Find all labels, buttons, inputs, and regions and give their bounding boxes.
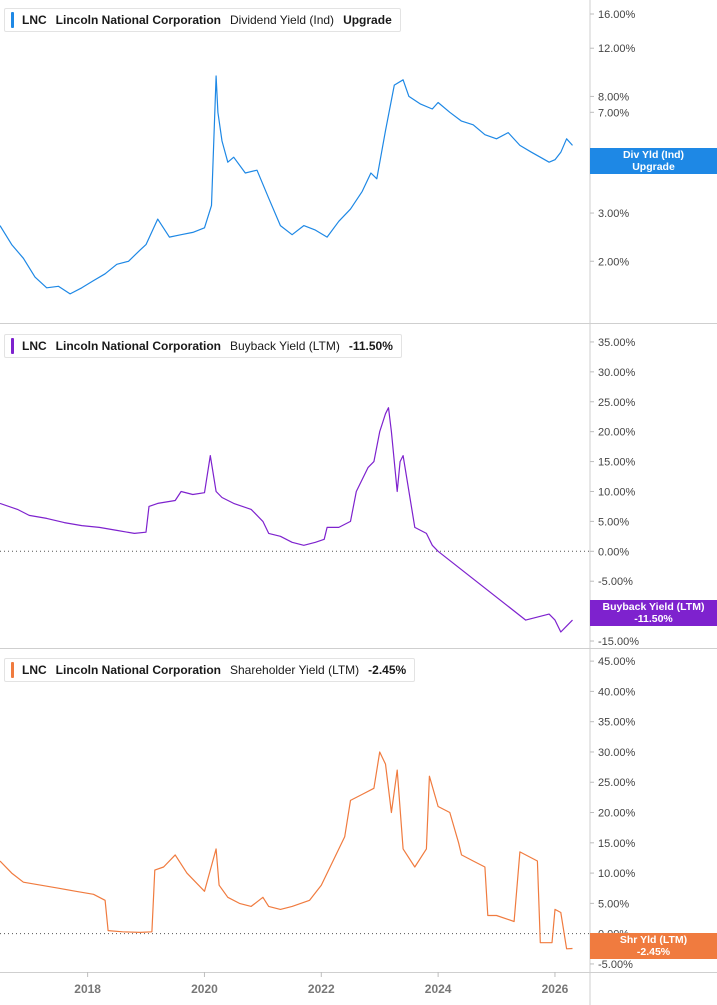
legend-metric: Shareholder Yield (LTM) bbox=[230, 663, 360, 677]
legend-dividend-yield: LNC Lincoln National Corporation Dividen… bbox=[4, 8, 401, 32]
y-tick-label: 45.00% bbox=[598, 656, 636, 668]
badge-label: Div Yld (Ind) bbox=[622, 149, 685, 161]
y-tick-label: 12.00% bbox=[598, 43, 636, 55]
badge-value: -2.45% bbox=[636, 946, 671, 958]
legend-color-bar bbox=[11, 338, 14, 354]
series-line bbox=[0, 751, 573, 950]
badge-label: Buyback Yield (LTM) bbox=[602, 601, 705, 613]
badge-shareholder-yield: Shr Yld (LTM) -2.45% bbox=[590, 933, 717, 959]
y-tick-label: 8.00% bbox=[598, 91, 629, 103]
y-tick-label: 25.00% bbox=[598, 777, 636, 789]
badge-label: Shr Yld (LTM) bbox=[619, 934, 688, 946]
series-line bbox=[0, 75, 573, 295]
badge-dividend-yield: Div Yld (Ind) Upgrade bbox=[590, 148, 717, 174]
y-tick-label: 16.00% bbox=[598, 9, 636, 21]
y-tick-label: 5.00% bbox=[598, 516, 629, 528]
y-tick-label: 5.00% bbox=[598, 898, 629, 910]
legend-value: -2.45% bbox=[368, 663, 407, 677]
legend-ticker: LNC bbox=[22, 13, 47, 27]
y-tick-label: 10.00% bbox=[598, 868, 636, 880]
y-tick-label: -15.00% bbox=[598, 636, 639, 648]
y-tick-label: 10.00% bbox=[598, 486, 636, 498]
y-tick-label: 7.00% bbox=[598, 107, 629, 119]
y-tick-label: -5.00% bbox=[598, 576, 633, 588]
badge-buyback-yield: Buyback Yield (LTM) -11.50% bbox=[590, 600, 717, 626]
y-tick-label: 3.00% bbox=[598, 208, 629, 220]
y-tick-label: 30.00% bbox=[598, 747, 636, 759]
legend-shareholder-yield: LNC Lincoln National Corporation Shareho… bbox=[4, 658, 416, 682]
y-tick-label: 20.00% bbox=[598, 808, 636, 820]
y-tick-label: 30.00% bbox=[598, 367, 636, 379]
badge-value: Upgrade bbox=[632, 161, 675, 173]
legend-color-bar bbox=[11, 662, 14, 678]
x-tick-label: 2026 bbox=[542, 982, 569, 996]
y-tick-label: 15.00% bbox=[598, 457, 636, 469]
y-tick-label: 35.00% bbox=[598, 717, 636, 729]
legend-company: Lincoln National Corporation bbox=[55, 339, 221, 353]
legend-value: Upgrade bbox=[343, 13, 392, 27]
y-tick-label: 35.00% bbox=[598, 337, 636, 349]
x-tick-label: 2024 bbox=[425, 982, 452, 996]
y-tick-label: 20.00% bbox=[598, 427, 636, 439]
legend-company: Lincoln National Corporation bbox=[55, 663, 221, 677]
y-tick-label: 2.00% bbox=[598, 256, 629, 268]
legend-buyback-yield: LNC Lincoln National Corporation Buyback… bbox=[4, 334, 402, 358]
legend-metric: Buyback Yield (LTM) bbox=[230, 339, 340, 353]
x-tick-label: 2022 bbox=[308, 982, 335, 996]
badge-value: -11.50% bbox=[634, 613, 673, 625]
x-tick-label: 2018 bbox=[74, 982, 101, 996]
legend-metric: Dividend Yield (Ind) bbox=[230, 13, 335, 27]
legend-value: -11.50% bbox=[348, 339, 393, 353]
y-tick-label: -5.00% bbox=[598, 959, 633, 971]
y-tick-label: 0.00% bbox=[598, 546, 629, 558]
legend-ticker: LNC bbox=[22, 663, 47, 677]
y-tick-label: 15.00% bbox=[598, 838, 636, 850]
y-tick-label: 25.00% bbox=[598, 397, 636, 409]
x-tick-label: 2020 bbox=[191, 982, 218, 996]
series-line bbox=[0, 407, 573, 633]
legend-color-bar bbox=[11, 12, 14, 28]
legend-company: Lincoln National Corporation bbox=[55, 13, 221, 27]
y-tick-label: 40.00% bbox=[598, 686, 636, 698]
legend-ticker: LNC bbox=[22, 339, 47, 353]
